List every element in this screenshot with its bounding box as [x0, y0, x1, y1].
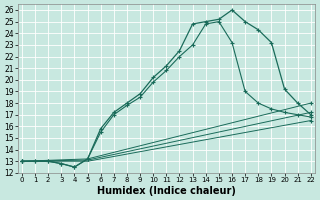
X-axis label: Humidex (Indice chaleur): Humidex (Indice chaleur): [97, 186, 236, 196]
